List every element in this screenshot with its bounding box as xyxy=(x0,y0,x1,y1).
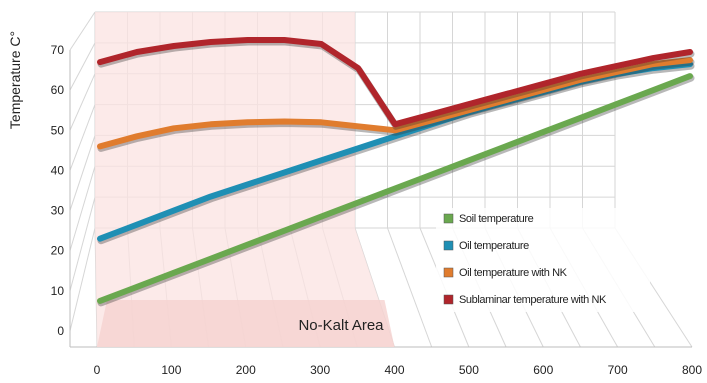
x-tick-label: 400 xyxy=(384,363,404,377)
y-tick-label: 40 xyxy=(51,163,65,177)
y-tick-label: 30 xyxy=(51,204,65,218)
no-kalt-area-floor xyxy=(97,300,395,347)
y-tick-label: 60 xyxy=(51,83,65,97)
x-tick-label: 600 xyxy=(533,363,553,377)
no-kalt-area-label: No-Kalt Area xyxy=(298,317,384,334)
no-kalt-area-shade xyxy=(95,12,395,347)
y-tick-label: 10 xyxy=(51,284,65,298)
legend-swatch xyxy=(443,294,454,305)
side-gridline xyxy=(69,227,96,332)
y-tick-label: 70 xyxy=(51,43,65,57)
legend-entry: Oil temperature with NK xyxy=(459,267,568,279)
x-tick-label: 700 xyxy=(608,363,628,377)
series-line-4 xyxy=(97,37,693,128)
legend: Soil temperature Oil temperature Oil tempe… xyxy=(436,208,650,312)
side-gridline xyxy=(69,73,96,131)
side-gridline xyxy=(69,11,96,51)
legend-entry: Sublaminar temperature with NK xyxy=(459,294,607,306)
x-tick-label: 300 xyxy=(310,363,330,377)
series-layer xyxy=(97,37,695,307)
x-tick-label: 200 xyxy=(236,363,256,377)
side-gridline xyxy=(69,42,96,91)
x-tick-label: 800 xyxy=(682,363,702,377)
legend-entry: Oil temperature xyxy=(459,240,529,252)
side-gridline xyxy=(69,104,96,171)
legend-box xyxy=(436,208,650,312)
y-tick-label: 0 xyxy=(57,324,64,338)
y-tick-label: 20 xyxy=(51,244,65,258)
y-axis-label: Temperature C° xyxy=(7,31,23,129)
side-gridline xyxy=(69,135,96,211)
x-tick-label: 0 xyxy=(94,363,101,377)
legend-swatch xyxy=(443,213,454,224)
floor-gridline xyxy=(387,227,433,348)
legend-entry: Soil temperature xyxy=(459,213,534,225)
side-gridline xyxy=(69,166,96,251)
no-kalt-area-zone: No-Kalt Area xyxy=(95,12,395,347)
side-gridline xyxy=(69,197,96,291)
legend-swatch xyxy=(443,240,454,251)
series-line-3 xyxy=(97,57,693,150)
x-tick-label: 500 xyxy=(459,363,479,377)
legend-swatch xyxy=(443,267,454,278)
series-line-1 xyxy=(97,73,693,304)
x-tick-label: 100 xyxy=(161,363,181,377)
y-tick-label: 50 xyxy=(51,123,65,137)
